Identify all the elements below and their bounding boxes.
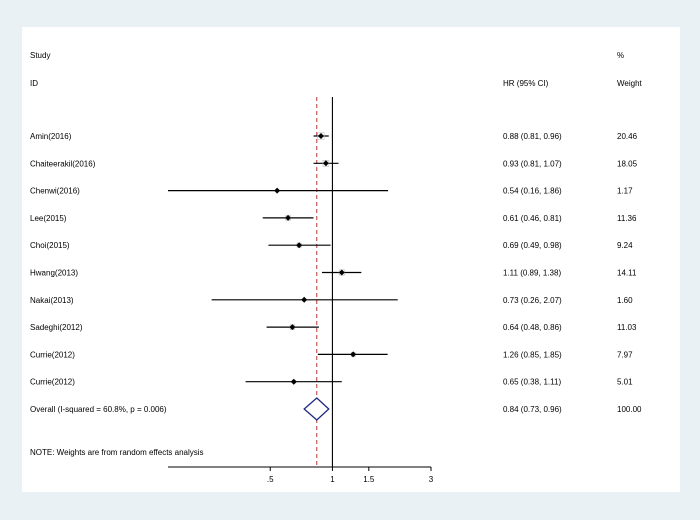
study-point-estimate xyxy=(350,351,357,358)
study-hr-ci: 0.88 (0.81, 0.96) xyxy=(503,132,562,141)
study-weight: 11.36 xyxy=(617,214,637,223)
study-row: Nakai(2013) 0.73 (0.26, 2.07) 1.60 xyxy=(30,296,633,305)
study-label: Lee(2015) xyxy=(30,214,67,223)
overall-label: Overall (I-squared = 60.8%, p = 0.006) xyxy=(30,405,167,414)
study-hr-ci: 1.11 (0.89, 1.38) xyxy=(503,269,561,278)
overall-diamond xyxy=(303,397,330,421)
study-weight: 11.03 xyxy=(617,323,637,332)
header-study: Study xyxy=(30,51,50,60)
study-hr-ci: 0.73 (0.26, 2.07) xyxy=(503,296,562,305)
x-tick-label: 3 xyxy=(429,475,434,484)
study-point-estimate xyxy=(322,160,329,167)
header-hr: HR (95% CI) xyxy=(503,79,549,88)
study-label: Sadeghi(2012) xyxy=(30,323,83,332)
study-label: Amin(2016) xyxy=(30,132,72,141)
study-weight-box xyxy=(317,132,325,140)
study-point-estimate xyxy=(338,269,345,276)
study-row: Lee(2015) 0.61 (0.46, 0.81) 11.36 xyxy=(30,214,637,223)
study-weight: 7.97 xyxy=(617,350,633,359)
study-row: Chaiteerakil(2016) 0.93 (0.81, 1.07) 18.05 xyxy=(30,159,638,168)
forest-plot: Study ID HR (95% CI) % Weight Amin(2016)… xyxy=(30,51,643,484)
study-weight: 20.46 xyxy=(617,132,638,141)
header-id: ID xyxy=(30,79,38,88)
study-row: Chenwi(2016) 0.54 (0.16, 1.86) 1.17 xyxy=(30,187,633,196)
study-weight: 1.17 xyxy=(617,187,633,196)
study-hr-ci: 0.65 (0.38, 1.11) xyxy=(503,378,561,387)
study-point-estimate xyxy=(290,378,297,385)
study-weight: 14.11 xyxy=(617,269,637,278)
study-row: Amin(2016) 0.88 (0.81, 0.96) 20.46 xyxy=(30,132,638,141)
study-hr-ci: 0.54 (0.16, 1.86) xyxy=(503,187,562,196)
study-point-estimate xyxy=(296,242,303,249)
forest-plot-panel: Study ID HR (95% CI) % Weight Amin(2016)… xyxy=(22,27,680,492)
study-label: Chaiteerakil(2016) xyxy=(30,159,96,168)
study-row: Choi(2015) 0.69 (0.49, 0.98) 9.24 xyxy=(30,241,633,250)
study-hr-ci: 0.64 (0.48, 0.86) xyxy=(503,323,562,332)
x-tick-label: 1 xyxy=(330,475,335,484)
study-label: Hwang(2013) xyxy=(30,269,78,278)
study-weight: 5.01 xyxy=(617,378,633,387)
study-label: Chenwi(2016) xyxy=(30,187,80,196)
header-weight: Weight xyxy=(617,79,643,88)
study-label: Nakai(2013) xyxy=(30,296,74,305)
x-tick-label: 1.5 xyxy=(363,475,375,484)
study-row: Sadeghi(2012) 0.64 (0.48, 0.86) 11.03 xyxy=(30,323,637,332)
note-text: NOTE: Weights are from random effects an… xyxy=(30,448,204,457)
study-row: Currie(2012) 0.65 (0.38, 1.11) 5.01 xyxy=(30,378,633,387)
study-point-estimate xyxy=(274,187,281,194)
study-weight: 18.05 xyxy=(617,159,638,168)
header-percent: % xyxy=(617,51,624,60)
study-point-estimate xyxy=(289,324,296,331)
overall-hr-ci: 0.84 (0.73, 0.96) xyxy=(503,405,562,414)
study-row: Currie(2012) 1.26 (0.85, 1.85) 7.97 xyxy=(30,350,633,359)
study-hr-ci: 0.69 (0.49, 0.98) xyxy=(503,241,562,250)
study-weight: 1.60 xyxy=(617,296,633,305)
study-hr-ci: 1.26 (0.85, 1.85) xyxy=(503,350,562,359)
study-label: Currie(2012) xyxy=(30,350,75,359)
overall-row: Overall (I-squared = 60.8%, p = 0.006) 0.… xyxy=(30,397,642,421)
study-hr-ci: 0.93 (0.81, 1.07) xyxy=(503,159,562,168)
study-row: Hwang(2013) 1.11 (0.89, 1.38) 14.11 xyxy=(30,269,637,278)
study-weight: 9.24 xyxy=(617,241,633,250)
study-point-estimate xyxy=(317,133,324,139)
study-point-estimate xyxy=(285,214,292,221)
x-tick-label: .5 xyxy=(267,475,274,484)
study-label: Choi(2015) xyxy=(30,241,70,250)
study-point-estimate xyxy=(301,296,308,303)
study-label: Currie(2012) xyxy=(30,378,75,387)
overall-weight: 100.00 xyxy=(617,405,642,414)
study-hr-ci: 0.61 (0.46, 0.81) xyxy=(503,214,562,223)
